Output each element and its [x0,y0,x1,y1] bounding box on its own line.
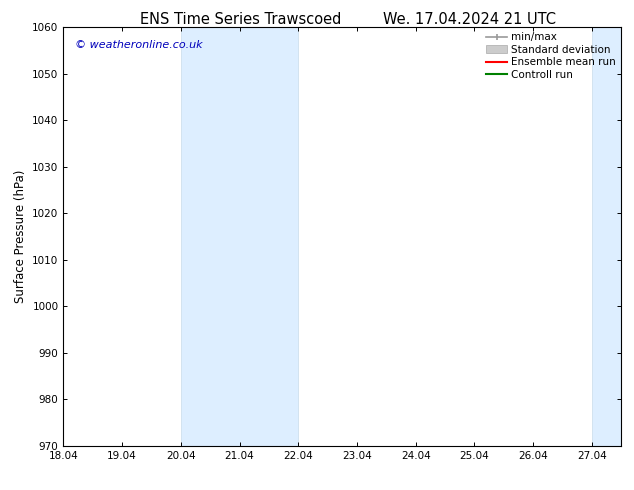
Legend: min/max, Standard deviation, Ensemble mean run, Controll run: min/max, Standard deviation, Ensemble me… [484,30,618,82]
Bar [592,27,621,446]
Text: © weatheronline.co.uk: © weatheronline.co.uk [75,40,202,49]
Bar [181,27,299,446]
Text: ENS Time Series Trawscoed: ENS Time Series Trawscoed [140,12,342,27]
Y-axis label: Surface Pressure (hPa): Surface Pressure (hPa) [14,170,27,303]
Text: We. 17.04.2024 21 UTC: We. 17.04.2024 21 UTC [383,12,555,27]
